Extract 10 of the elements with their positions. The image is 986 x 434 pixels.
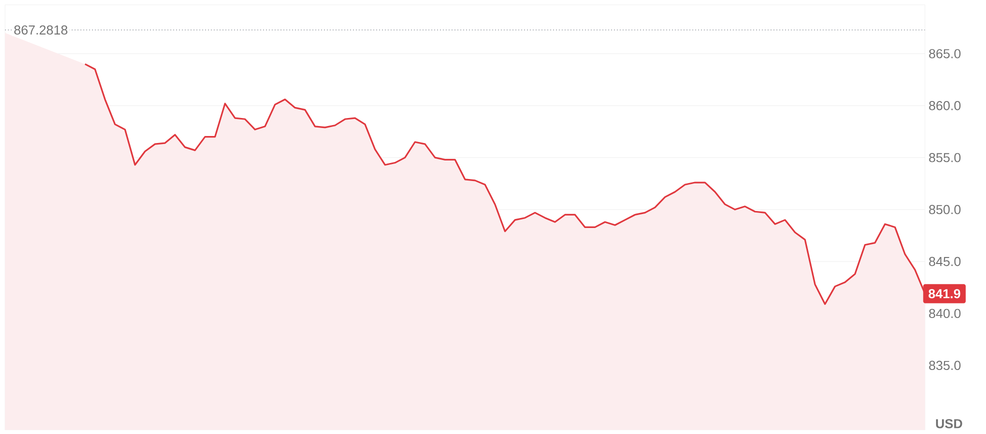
annotation: 841.9 (928, 289, 960, 298)
y-tick-label: 845.0 (929, 256, 961, 266)
y-tick-label: 850.0 (929, 204, 961, 214)
y-tick-label: 840.0 (929, 308, 961, 318)
y-tick-label: 835.0 (929, 360, 961, 370)
y-tick-label: 855.0 (929, 152, 961, 162)
ref-line-label: 867.2818 (14, 25, 68, 35)
y-tick-label: 865.0 (929, 49, 961, 58)
y-tick-label: 860.0 (929, 101, 961, 110)
y-axis-title: USD (936, 419, 962, 428)
